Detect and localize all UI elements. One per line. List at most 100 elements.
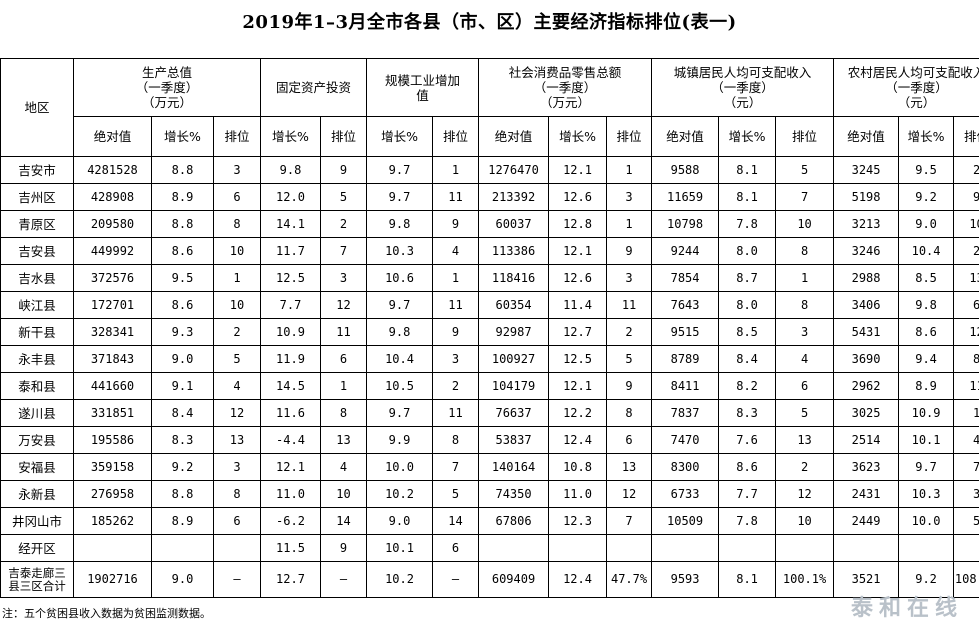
table-row: 青原区 209580 8.8 8 14.1 2 9.8 9 60037 12.8 1 10798 7.8… [0,210,979,238]
cell-industry-growth: 10.6 [366,264,434,292]
cell-retail-growth: 12.1 [548,156,608,184]
cell-investment-rank: 13 [319,426,368,454]
cell-investment-growth: 12.5 [260,264,321,292]
cell-rural-income-rank: 4 [953,426,979,454]
cell-gdp-abs: 359158 [73,453,152,481]
cell-rural-income-growth: 10.4 [898,237,955,265]
cell-gdp-growth [151,534,214,562]
cell-industry-rank: 2 [432,372,480,400]
cell-rural-income-abs: 3246 [833,237,900,265]
cell-gdp-growth: 8.9 [151,507,214,535]
cell-gdp-abs [73,534,152,562]
cell-rural-income-rank: 2 [953,237,979,265]
cell-retail-rank: 6 [606,426,653,454]
cell-urban-income-abs: 8411 [651,372,720,400]
cell-gdp-abs: 441660 [73,372,152,400]
cell-region: 永新县 [0,480,74,508]
cell-retail-abs: 76637 [478,399,550,427]
cell-gdp-abs: 4281528 [73,156,152,184]
cell-retail-abs: 53837 [478,426,550,454]
cell-region: 万安县 [0,426,74,454]
cell-retail-growth: 11.4 [548,291,608,319]
cell-urban-income-abs: 7470 [651,426,720,454]
cell-gdp-rank: 10 [213,237,261,265]
cell-retail-abs: 74350 [478,480,550,508]
cell-rural-income-abs: 2431 [833,480,900,508]
cell-investment-rank: 10 [319,480,368,508]
cell-gdp-rank: 13 [213,426,261,454]
cell-urban-income-growth: 8.5 [718,318,777,346]
cell-rural-income-abs: 3245 [833,156,900,184]
cell-retail-growth: 10.8 [548,453,608,481]
cell-industry-rank: 6 [432,534,480,562]
cell-gdp-rank: 3 [213,453,261,481]
cell-urban-income-rank: 10 [775,210,835,238]
cell-investment-rank: 5 [319,183,368,211]
cell-gdp-growth: 8.8 [151,156,214,184]
cell-region: 吉泰走廊三 县三区合计 [0,561,74,598]
cell-rural-income-abs: 3025 [833,399,900,427]
cell-retail-abs: 118416 [478,264,550,292]
cell-urban-income-growth: 8.0 [718,237,777,265]
cell-gdp-abs: 209580 [73,210,152,238]
cell-retail-growth: 12.6 [548,264,608,292]
subheader-abs: 绝对值 [478,116,550,157]
cell-urban-income-abs [651,534,720,562]
cell-rural-income-growth: 9.5 [898,156,955,184]
cell-investment-rank: 1 [319,372,368,400]
cell-investment-rank: 11 [319,318,368,346]
cell-investment-growth: 14.1 [260,210,321,238]
table-row: 峡江县 172701 8.6 10 7.7 12 9.7 11 60354 11.4 11 7643 8… [0,291,979,319]
header-urban-income: 城镇居民人均可支配收入 （一季度） （元） [651,58,835,117]
subheader-abs: 绝对值 [651,116,720,157]
cell-industry-rank: 7 [432,453,480,481]
subheader-abs: 绝对值 [73,116,152,157]
cell-region: 永丰县 [0,345,74,373]
cell-retail-rank: 3 [606,183,653,211]
cell-urban-income-abs: 6733 [651,480,720,508]
table-title: 2019年1–3月全市各县（市、区）主要经济指标排位(表一) [242,12,737,33]
cell-industry-growth: 9.7 [366,183,434,211]
cell-rural-income-rank: 12 [953,318,979,346]
cell-retail-abs: 60354 [478,291,550,319]
header-retail-sales: 社会消费品零售总额 （一季度） （万元） [478,58,653,117]
footnote: 注：五个贫困县收入数据为贫困监测数据。 [2,607,211,620]
cell-industry-rank: 3 [432,345,480,373]
cell-gdp-growth: 8.8 [151,480,214,508]
cell-urban-income-rank: 13 [775,426,835,454]
cell-gdp-rank: – [213,561,261,598]
cell-retail-growth: 12.4 [548,561,608,598]
cell-rural-income-growth: 9.8 [898,291,955,319]
cell-region: 泰和县 [0,372,74,400]
subheader-abs: 绝对值 [833,116,900,157]
cell-gdp-growth: 8.6 [151,237,214,265]
header-region: 地区 [0,58,74,157]
cell-investment-growth: 14.5 [260,372,321,400]
cell-retail-growth: 11.0 [548,480,608,508]
cell-region: 新干县 [0,318,74,346]
table-row: 吉泰走廊三 县三区合计 1902716 9.0–12.7–10.2–609409 12… [0,561,979,598]
subheader-growth: 增长% [260,116,321,157]
cell-urban-income-rank: 10 [775,507,835,535]
cell-gdp-rank: 2 [213,318,261,346]
header-industrial-value-added: 规模工业增加 值 [366,58,480,117]
cell-urban-income-growth: 8.1 [718,183,777,211]
cell-gdp-rank: 6 [213,183,261,211]
cell-region: 吉州区 [0,183,74,211]
subheader-rank: 排位 [213,116,261,157]
cell-urban-income-growth: 8.1 [718,561,777,598]
cell-urban-income-growth: 8.3 [718,399,777,427]
cell-urban-income-growth: 7.7 [718,480,777,508]
cell-gdp-abs: 371843 [73,345,152,373]
cell-region: 吉安市 [0,156,74,184]
cell-urban-income-growth: 8.0 [718,291,777,319]
indicator-table: 地区 生产总值 （一季度） （万元） 固定资产投资 规模工业增加 值 社会消费品… [0,58,979,598]
cell-retail-abs: 1276470 [478,156,550,184]
cell-investment-rank: 2 [319,210,368,238]
cell-industry-rank: 8 [432,426,480,454]
cell-rural-income-rank: 3 [953,480,979,508]
table-row: 吉安市 4281528 8.8 3 9.8 9 9.7 1 1276470 12.1 1 9588 8.… [0,156,979,184]
cell-gdp-growth: 8.3 [151,426,214,454]
header-rural-income: 农村居民人均可支配收入 （一季度） （元） [833,58,979,117]
cell-urban-income-growth [718,534,777,562]
